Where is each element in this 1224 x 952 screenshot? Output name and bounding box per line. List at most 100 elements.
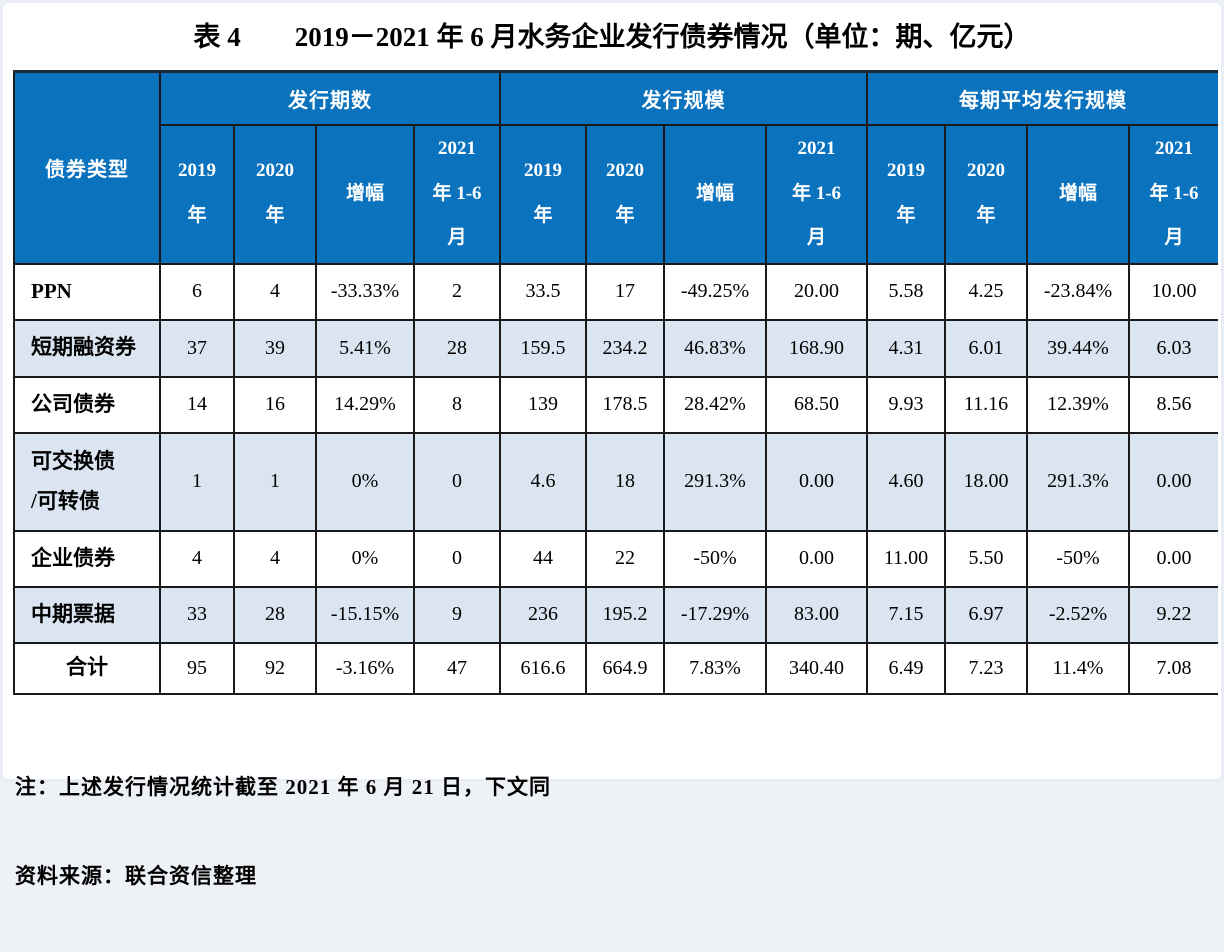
column-group-issue-scale: 发行规模 [500, 72, 867, 125]
data-cell: 4.60 [867, 433, 945, 531]
data-cell: -2.52% [1027, 587, 1129, 643]
data-cell: 22 [586, 531, 664, 587]
data-cell: 8.56 [1129, 377, 1218, 433]
data-cell: 6.97 [945, 587, 1027, 643]
data-cell: 0.00 [766, 433, 867, 531]
data-cell: 5.50 [945, 531, 1027, 587]
subheader-scale-2019: 2019 年 [500, 125, 586, 264]
data-cell: 6.03 [1129, 320, 1218, 377]
header-sub-row: 2019 年 2020 年 增幅 2021 年 1-6 月 2019 年 202… [14, 125, 1218, 264]
data-cell: 28 [414, 320, 500, 377]
table-source-note: 资料来源：联合资信整理 [15, 862, 551, 892]
header-group-row: 债券类型 发行期数 发行规模 每期平均发行规模 [14, 72, 1218, 125]
data-cell: 159.5 [500, 320, 586, 377]
data-cell: 2 [414, 264, 500, 320]
data-cell: 18.00 [945, 433, 1027, 531]
row-label: 短期融资券 [14, 320, 160, 377]
data-cell: 83.00 [766, 587, 867, 643]
corner-header-bond-type: 债券类型 [14, 72, 160, 264]
data-cell: 4.25 [945, 264, 1027, 320]
data-cell: 18 [586, 433, 664, 531]
data-cell: 0.00 [1129, 433, 1218, 531]
data-cell: 178.5 [586, 377, 664, 433]
subheader-scale-growth: 增幅 [664, 125, 766, 264]
data-cell: 291.3% [664, 433, 766, 531]
data-cell: 340.40 [766, 643, 867, 694]
row-label: 中期票据 [14, 587, 160, 643]
row-label: 公司债券 [14, 377, 160, 433]
table-row-ppn: PPN 6 4 -33.33% 2 33.5 17 -49.25% 20.00 … [14, 264, 1218, 320]
data-cell: 168.90 [766, 320, 867, 377]
data-cell: -49.25% [664, 264, 766, 320]
row-label: PPN [14, 264, 160, 320]
data-cell: -50% [1027, 531, 1129, 587]
data-cell: -17.29% [664, 587, 766, 643]
data-cell: 0.00 [1129, 531, 1218, 587]
table-notes: 注：上述发行情况统计截至 2021 年 6 月 21 日，下文同 资料来源：联合… [15, 713, 551, 952]
data-cell: 195.2 [586, 587, 664, 643]
table-row-exchangeable-convertible: 可交换债 /可转债 1 1 0% 0 4.6 18 291.3% 0.00 4.… [14, 433, 1218, 531]
data-cell: 5.41% [316, 320, 414, 377]
data-cell: 6 [160, 264, 234, 320]
row-label: 合计 [14, 643, 160, 694]
data-cell: 9 [414, 587, 500, 643]
data-cell: 46.83% [664, 320, 766, 377]
data-cell: 17 [586, 264, 664, 320]
table-row-short-term-cp: 短期融资券 37 39 5.41% 28 159.5 234.2 46.83% … [14, 320, 1218, 377]
data-cell: 7.83% [664, 643, 766, 694]
data-cell: 33.5 [500, 264, 586, 320]
data-cell: 139 [500, 377, 586, 433]
data-cell: 4.6 [500, 433, 586, 531]
data-cell: 68.50 [766, 377, 867, 433]
data-cell: 0 [414, 531, 500, 587]
data-cell: 10.00 [1129, 264, 1218, 320]
data-cell: 33 [160, 587, 234, 643]
table-note: 注：上述发行情况统计截至 2021 年 6 月 21 日，下文同 [15, 773, 551, 803]
subheader-avg-growth: 增幅 [1027, 125, 1129, 264]
data-cell: 11.16 [945, 377, 1027, 433]
data-cell: 236 [500, 587, 586, 643]
data-cell: 7.23 [945, 643, 1027, 694]
data-cell: 12.39% [1027, 377, 1129, 433]
data-cell: 0 [414, 433, 500, 531]
row-label: 可交换债 /可转债 [14, 433, 160, 531]
data-cell: -23.84% [1027, 264, 1129, 320]
data-cell: 616.6 [500, 643, 586, 694]
table-title: 表 4 2019－2021 年 6 月水务企业发行债券情况（单位：期、亿元） [3, 15, 1221, 54]
data-cell: 28.42% [664, 377, 766, 433]
data-cell: 0% [316, 433, 414, 531]
table-row-mtn: 中期票据 33 28 -15.15% 9 236 195.2 -17.29% 8… [14, 587, 1218, 643]
page: 表 4 2019－2021 年 6 月水务企业发行债券情况（单位：期、亿元） 债… [0, 0, 1224, 782]
data-cell: 9.22 [1129, 587, 1218, 643]
data-cell: -15.15% [316, 587, 414, 643]
data-cell: 47 [414, 643, 500, 694]
row-label: 企业债券 [14, 531, 160, 587]
data-cell: 28 [234, 587, 316, 643]
subheader-scale-2021h1: 2021 年 1-6 月 [766, 125, 867, 264]
table-row-enterprise-bond: 企业债券 4 4 0% 0 44 22 -50% 0.00 11.00 5.50… [14, 531, 1218, 587]
subheader-count-2019: 2019 年 [160, 125, 234, 264]
data-cell: 92 [234, 643, 316, 694]
column-group-issue-count: 发行期数 [160, 72, 500, 125]
data-cell: 0.00 [766, 531, 867, 587]
data-cell: -3.16% [316, 643, 414, 694]
bond-issuance-table: 债券类型 发行期数 发行规模 每期平均发行规模 2019 年 2020 年 增幅… [13, 70, 1218, 695]
data-cell: 664.9 [586, 643, 664, 694]
data-cell: 95 [160, 643, 234, 694]
data-cell: 44 [500, 531, 586, 587]
subheader-count-2021h1: 2021 年 1-6 月 [414, 125, 500, 264]
data-cell: 37 [160, 320, 234, 377]
data-cell: 8 [414, 377, 500, 433]
data-cell: 6.49 [867, 643, 945, 694]
subheader-avg-2020: 2020 年 [945, 125, 1027, 264]
subheader-avg-2021h1: 2021 年 1-6 月 [1129, 125, 1218, 264]
data-cell: 7.08 [1129, 643, 1218, 694]
column-group-average-scale: 每期平均发行规模 [867, 72, 1218, 125]
data-cell: 4 [234, 264, 316, 320]
data-cell: 39 [234, 320, 316, 377]
table-row-corporate-bond: 公司债券 14 16 14.29% 8 139 178.5 28.42% 68.… [14, 377, 1218, 433]
subheader-count-growth: 增幅 [316, 125, 414, 264]
data-cell: 39.44% [1027, 320, 1129, 377]
subheader-count-2020: 2020 年 [234, 125, 316, 264]
data-cell: 4.31 [867, 320, 945, 377]
